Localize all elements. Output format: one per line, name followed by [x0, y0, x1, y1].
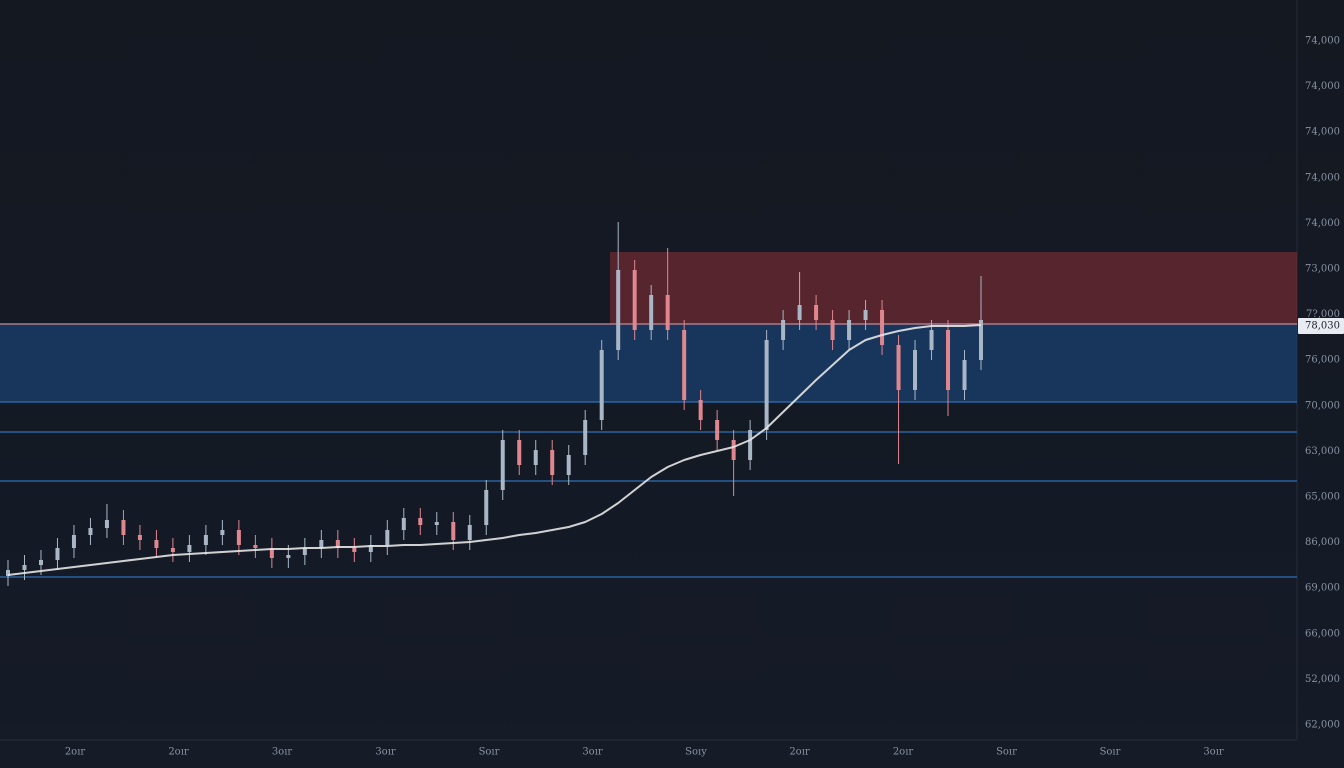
- candle-body: [731, 440, 736, 460]
- price-axis-label: 69,000: [1305, 583, 1340, 594]
- candle-body: [434, 522, 439, 525]
- candle-body: [71, 535, 76, 548]
- candle-body: [748, 430, 753, 460]
- moving-average: [7, 324, 982, 576]
- candle-body: [599, 350, 604, 420]
- candle-body: [154, 540, 159, 548]
- candle-body: [236, 530, 241, 545]
- price-axis-label: 74,000: [1305, 127, 1340, 138]
- candle-body: [253, 545, 258, 548]
- time-axis-label: 3oır: [582, 747, 603, 758]
- candle-body: [269, 548, 274, 558]
- candle-body: [830, 320, 835, 340]
- price-axis-label: 74,000: [1305, 172, 1340, 183]
- last-price-tag: [1298, 318, 1344, 334]
- price-axis-label: 70,000: [1305, 400, 1340, 411]
- candle-body: [946, 330, 951, 390]
- candle-body: [88, 528, 93, 535]
- candle-body: [550, 450, 555, 475]
- candle-body: [203, 535, 208, 545]
- candle-body: [781, 320, 786, 340]
- time-axis-label: Soır: [479, 747, 500, 758]
- candle-body: [368, 545, 373, 552]
- candle-body: [137, 535, 142, 540]
- time-axis-label: Soıy: [685, 747, 707, 758]
- price-axis-label: 73,000: [1305, 264, 1340, 275]
- candle-body: [929, 330, 934, 350]
- price-axis-label: 74,000: [1305, 36, 1340, 47]
- time-axis-label: Soır: [1100, 747, 1121, 758]
- candle-body: [187, 545, 192, 552]
- time-axis-label: 3oır: [1203, 747, 1224, 758]
- candle-body: [715, 420, 720, 440]
- candle-body: [517, 440, 522, 465]
- candle-body: [682, 330, 687, 400]
- candle-body: [451, 522, 456, 540]
- candle-body: [583, 420, 588, 455]
- price-axis-label: 86,000: [1305, 537, 1340, 548]
- candle-body: [385, 530, 390, 545]
- candle-body: [979, 320, 983, 360]
- candle-body: [533, 450, 538, 465]
- candle-body: [401, 518, 406, 530]
- candle-body: [896, 345, 901, 390]
- price-zone: [0, 324, 1297, 402]
- candle-body: [764, 340, 769, 430]
- candle-body: [632, 270, 637, 330]
- candle-body: [649, 295, 654, 330]
- price-axis-label: 66,000: [1305, 628, 1340, 639]
- candle-body: [104, 520, 109, 528]
- candle-body: [616, 270, 621, 350]
- candle-body: [814, 305, 819, 320]
- candle-body: [319, 540, 324, 548]
- price-axis-label: 74,000: [1305, 218, 1340, 229]
- candle-body: [170, 548, 175, 552]
- price-axis-label: 76,000: [1305, 355, 1340, 366]
- candle-body: [6, 570, 10, 576]
- candle-body: [962, 360, 967, 390]
- time-axis-label: 2oır: [65, 747, 86, 758]
- time-axis-label: 3oır: [272, 747, 293, 758]
- candle-body: [566, 455, 571, 475]
- time-axis-label: 2oır: [789, 747, 810, 758]
- time-axis-label: 2oır: [893, 747, 914, 758]
- price-axis-label: 7?,000: [1306, 309, 1340, 320]
- candle-body: [302, 548, 307, 555]
- candle-body: [121, 520, 126, 535]
- price-axis-label: 65,000: [1305, 492, 1340, 503]
- candle-body: [335, 540, 340, 548]
- time-axis-label: 3oır: [375, 747, 396, 758]
- candle-body: [847, 320, 852, 340]
- last-price-label: 78,030: [1305, 321, 1340, 332]
- candle-body: [500, 440, 505, 490]
- candle-body: [698, 400, 703, 420]
- price-axis-label: 52,000: [1305, 674, 1340, 685]
- candle-body: [880, 310, 885, 345]
- time-axis-label: Soır: [996, 747, 1017, 758]
- candle-body: [220, 530, 225, 535]
- price-axis-label: 74,000: [1305, 81, 1340, 92]
- candle-body: [484, 490, 489, 525]
- time-axis-label: 2oır: [168, 747, 189, 758]
- candle-body: [38, 560, 43, 565]
- candle-body: [352, 548, 357, 552]
- candle-body: [22, 565, 27, 570]
- candle-body: [467, 525, 472, 540]
- candle-body: [286, 555, 291, 558]
- price-axis-label: 62,000: [1305, 720, 1340, 731]
- candle-body: [665, 295, 670, 330]
- price-zone: [610, 252, 1297, 324]
- candle-body: [797, 305, 802, 320]
- candle-body: [863, 310, 868, 320]
- candle-body: [55, 548, 60, 560]
- candle-body: [913, 350, 918, 390]
- price-axis-label: 63,000: [1305, 446, 1340, 457]
- candle-body: [418, 518, 423, 525]
